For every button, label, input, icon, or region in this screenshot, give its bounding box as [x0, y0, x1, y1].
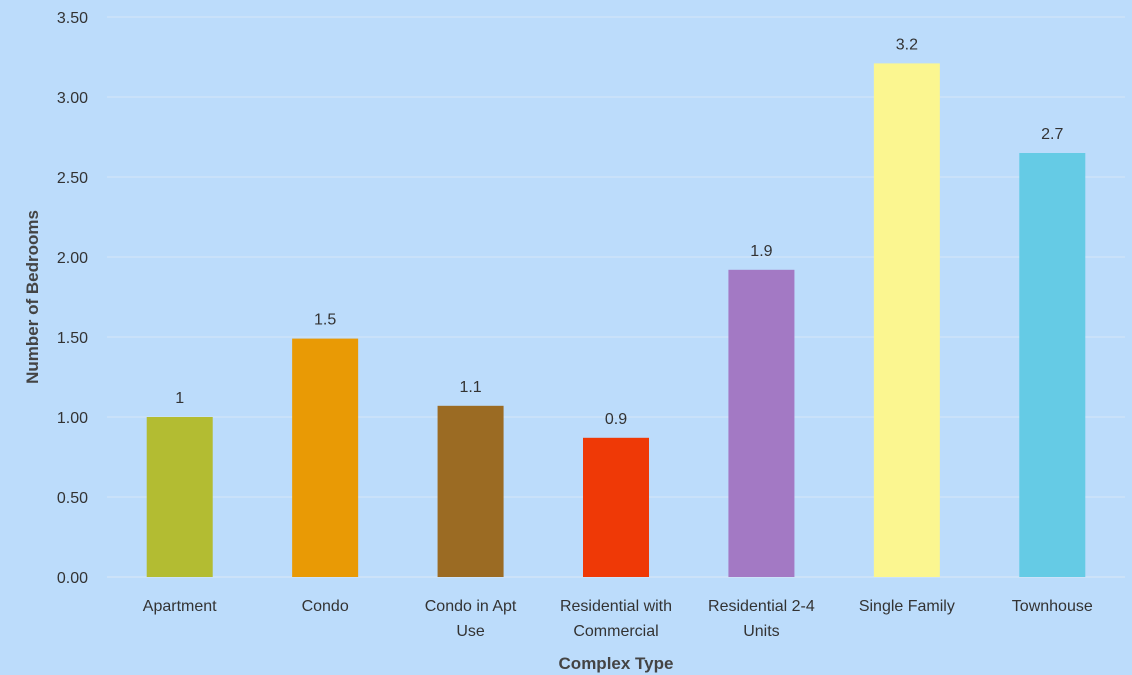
data-labels: 1 1.5 1.1 0.9 1.9 3.2 2.7: [175, 36, 1063, 427]
x-tick-label-line: Condo: [302, 598, 349, 615]
data-label: 3.2: [896, 36, 918, 53]
x-tick-label: Residential with Commercial: [560, 598, 672, 640]
y-tick-label: 2.00: [57, 250, 88, 267]
x-tick-label: Condo: [302, 598, 349, 615]
bar: [437, 405, 504, 577]
y-tick-label: 1.50: [57, 330, 88, 347]
bar: [1019, 153, 1086, 577]
bar: [583, 437, 649, 577]
bar: [728, 269, 795, 577]
y-tick-label: 0.50: [57, 490, 88, 507]
x-tick-label: Condo in Apt Use: [425, 598, 517, 640]
data-label: 0.9: [605, 411, 627, 428]
x-tick-label-line: Commercial: [573, 623, 658, 640]
data-label: 2.7: [1041, 126, 1063, 143]
x-tick-label-line: Residential 2-4: [708, 598, 815, 615]
y-tick-label: 0.00: [57, 570, 88, 587]
y-tick-label: 3.50: [57, 10, 88, 27]
x-axis-title: Complex Type: [559, 654, 674, 673]
y-tick-label: 1.00: [57, 410, 88, 427]
data-label: 1.9: [750, 243, 772, 260]
y-axis-title: Number of Bedrooms: [23, 210, 42, 384]
x-tick-label: Townhouse: [1012, 598, 1093, 615]
bars: [146, 63, 1086, 577]
x-tick-label: Apartment: [143, 598, 217, 615]
y-tick-label: 2.50: [57, 170, 88, 187]
data-label: 1.1: [459, 379, 481, 396]
x-tick-label-line: Units: [743, 623, 779, 640]
y-tick-label: 3.00: [57, 90, 88, 107]
data-label: 1: [175, 390, 184, 407]
data-label: 1.5: [314, 312, 336, 329]
x-tick-label-line: Apartment: [143, 598, 217, 615]
gridlines: [107, 16, 1125, 578]
x-tick-label-line: Single Family: [859, 598, 955, 615]
x-tick-label-line: Townhouse: [1012, 598, 1093, 615]
x-tick-label: Residential 2-4 Units: [708, 598, 815, 640]
x-axis-ticks: Apartment Condo Condo in Apt Use Residential…: [143, 598, 1093, 640]
y-axis-ticks: 0.00 0.50 1.00 1.50 2.00 2.50 3.00 3.50: [57, 10, 88, 587]
x-tick-label-line: Condo in Apt: [425, 598, 517, 615]
bar: [146, 417, 213, 577]
bar: [292, 338, 359, 577]
x-tick-label-line: Residential with: [560, 598, 672, 615]
x-tick-label: Single Family: [859, 598, 955, 615]
bar: [873, 63, 940, 577]
x-tick-label-line: Use: [456, 623, 485, 640]
